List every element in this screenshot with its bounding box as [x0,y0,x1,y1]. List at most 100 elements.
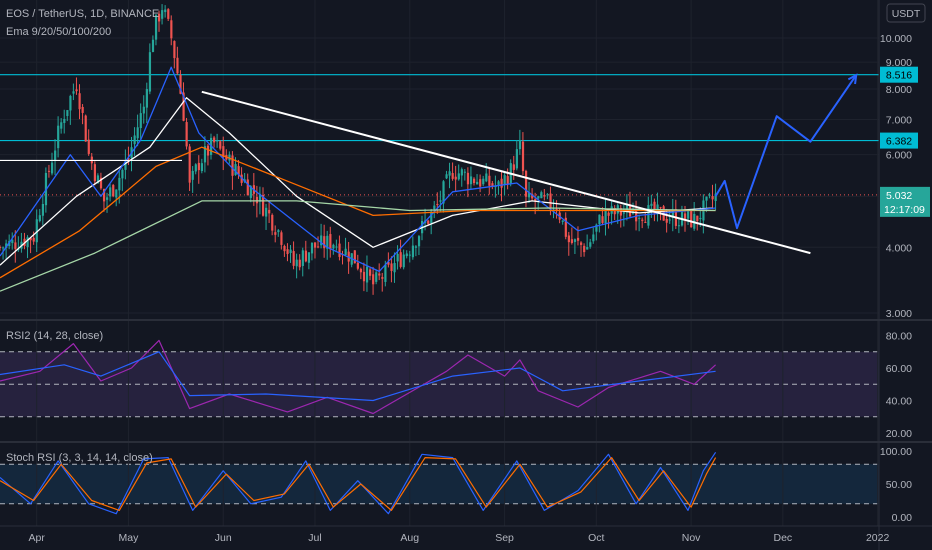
candle-body [598,214,601,225]
candle-body [469,176,473,185]
candle-body [274,232,277,235]
candle-body [430,211,433,223]
rsi-tick-label: 40.00 [886,396,912,408]
candle-body [601,216,604,223]
candle-body [326,235,329,249]
stoch-rsi-indicator-label[interactable]: Stoch RSI (3, 3, 14, 14, close) [6,452,153,464]
candle-body [378,273,381,276]
candle-body [512,164,515,170]
candle-body [246,179,249,196]
candle-body [277,230,280,233]
candle-body [203,146,207,163]
candle-body [595,224,598,232]
candle-body [534,198,537,202]
candle-body [121,169,124,179]
price-tags: 8.516 6.382 5.032 12:17:09 [880,66,930,217]
candle-body [142,106,145,114]
candle-body [375,272,378,282]
horizontal-levels[interactable] [0,74,879,196]
candle-body [570,239,574,244]
candle-body [234,164,237,176]
candle-body [436,204,439,206]
stoch-band [0,464,879,504]
candle-body [87,139,90,154]
candle-body [219,141,222,149]
candle-body [381,277,384,279]
drawings[interactable] [0,73,858,255]
candle-body [362,271,366,282]
candle-body [323,236,326,249]
symbol-title[interactable]: EOS / TetherUS, 1D, BINANCE [6,8,159,20]
candle-body [179,74,182,94]
candle-body [307,252,311,263]
candle-body [482,178,485,185]
candle-body [237,166,240,175]
candle-body [586,247,589,250]
candle-body [115,189,118,198]
candle-body [463,171,467,173]
candle-body [265,207,268,217]
candle-body [167,9,170,19]
candle-body [41,203,45,216]
time-tick-label: May [119,532,140,544]
candle-body [659,207,662,209]
candle-body [0,246,2,248]
candle-body [332,244,335,249]
candle-body [488,175,491,186]
currency-button[interactable] [886,3,926,23]
stoch-tick-label: 100.00 [880,446,912,458]
candle-body [491,183,494,187]
time-tick-label: Sep [495,532,514,544]
candle-body [680,210,684,226]
candle-body [500,178,503,188]
candle-body [344,248,347,255]
candle-body [524,170,528,197]
candle-body [2,247,5,249]
candle-body [182,92,185,121]
candle-body [292,251,295,266]
time-tick-label: Apr [29,532,46,544]
ema-indicator-label[interactable]: Ema 9/20/50/100/200 [6,26,111,38]
candle-body [460,169,463,176]
candle-body [17,249,20,251]
level-price-tag [880,132,918,149]
time-tick-label: 2022 [866,532,890,544]
rsi-indicator-label[interactable]: RSI2 (14, 28, close) [6,330,103,342]
candle-body [711,196,714,200]
candle-body [151,39,155,52]
candle-body [118,177,121,191]
candle-body [57,125,60,149]
time-axis[interactable]: Apr May Jun Jul Aug Sep Oct Nov Dec 2022 [29,532,890,544]
candle-body [390,263,393,271]
candle-body [197,162,200,171]
candle-body [677,225,681,227]
candle-body [414,246,418,248]
candle-body [213,137,216,143]
candle-body [280,232,283,245]
candle-body [93,164,96,182]
candle-body [26,237,29,248]
last-price-tag [880,186,930,217]
candle-body [592,234,595,242]
candle-body [472,178,476,184]
level-price-tag [880,66,918,83]
candle-body [641,219,644,221]
candle-body [573,239,577,242]
candle-body [625,204,629,210]
candle-body [353,250,356,264]
ema-lines [0,66,716,292]
candle-body [466,172,470,185]
candle-body [216,140,219,142]
candle-body [365,266,369,283]
candle-body [81,106,84,113]
candle-body [60,122,63,129]
candle-body [583,245,586,253]
candle-body [638,217,641,219]
candle-body [72,91,75,94]
countdown-timer: 12:17:09 [884,204,925,216]
candle-body [528,192,531,198]
candle-body [200,163,204,172]
indicator-lines [0,339,717,515]
candle-body [14,242,17,249]
